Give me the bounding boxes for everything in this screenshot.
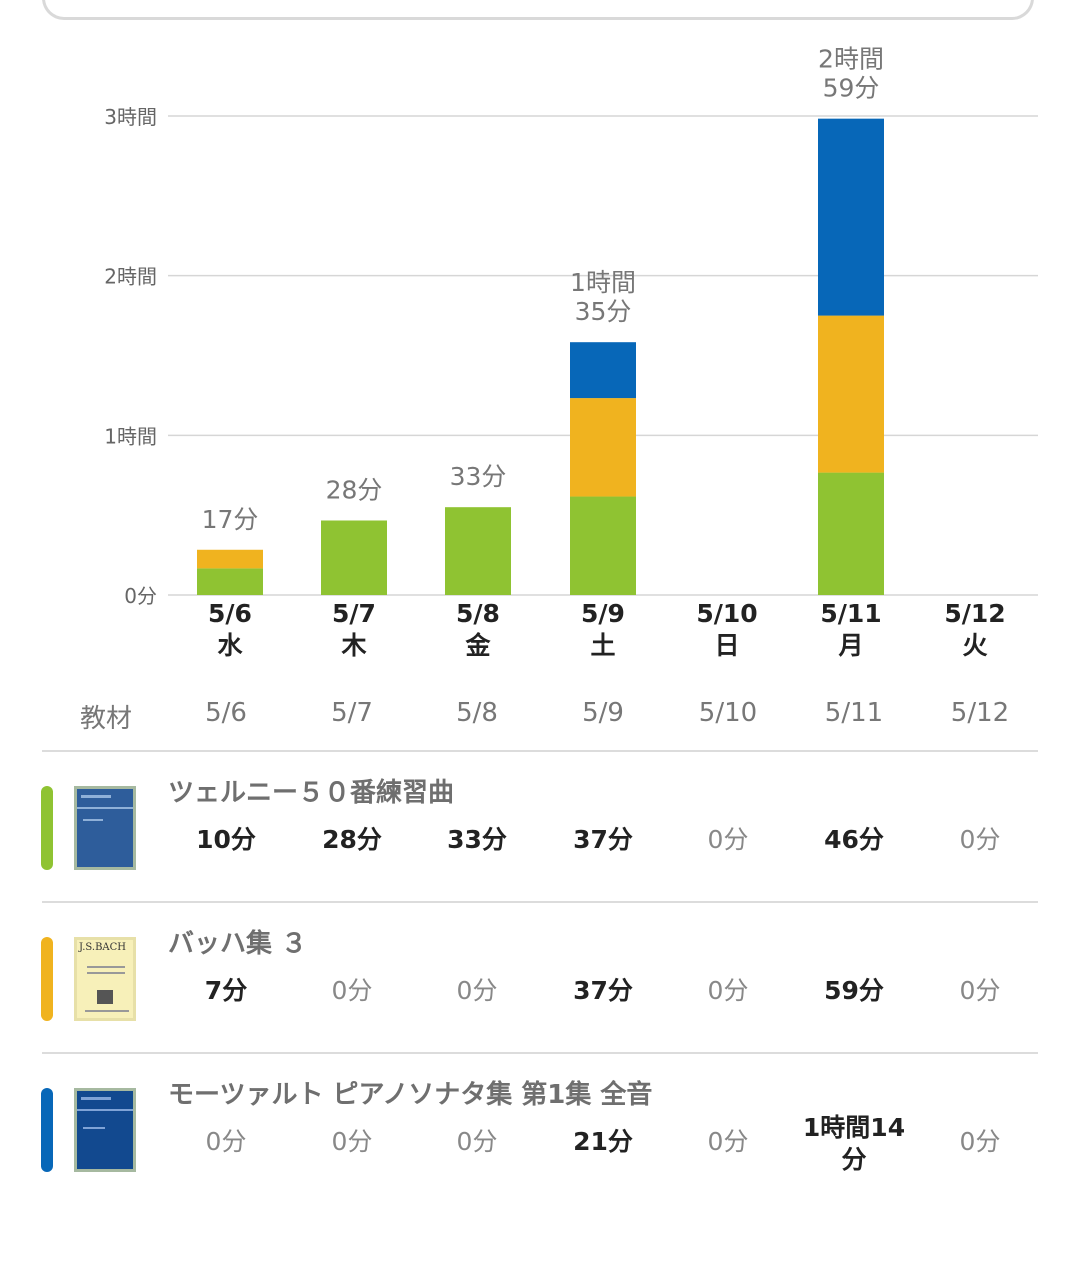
time-cell: 0分	[456, 976, 498, 1005]
bach-cover-text: J.S.BACH	[79, 942, 127, 953]
y-tick-label: 0分	[124, 584, 157, 608]
time-cell: 0分	[959, 1127, 1001, 1156]
time-cell: 1時間14 分	[802, 1113, 906, 1174]
time-cell: 0分	[205, 1127, 247, 1156]
table-header-date: 5/9	[582, 698, 624, 728]
x-tick-date: 5/9	[581, 599, 625, 628]
bar-total-label: 17分	[202, 505, 259, 534]
material-title: ツェルニー５０番練習曲	[168, 778, 455, 808]
czerny-cover-image	[74, 786, 136, 870]
bar-total-label: 1時間	[570, 268, 636, 297]
series-color-green	[41, 786, 53, 870]
y-tick-label: 1時間	[104, 424, 157, 448]
bar-segment	[570, 496, 636, 595]
bar-segment	[818, 472, 884, 595]
time-cell: 0分	[707, 825, 749, 854]
x-tick-date: 5/12	[944, 599, 1005, 628]
time-cell: 0分	[456, 1127, 498, 1156]
x-tick-date: 5/8	[456, 599, 500, 628]
divider	[42, 901, 1038, 903]
y-tick-label: 2時間	[104, 265, 157, 289]
time-cell: 7分	[204, 976, 248, 1005]
time-cell: 0分	[331, 976, 373, 1005]
time-cell: 28分	[322, 825, 382, 854]
bar-segment	[197, 549, 263, 569]
time-cell: 0分	[959, 976, 1001, 1005]
y-tick-label: 3時間	[104, 105, 157, 129]
time-cell: 0分	[959, 825, 1001, 854]
practice-time-chart: 0分1時間2時間3時間17分5/6水28分5/7木33分5/8金1時間35分5/…	[104, 45, 1038, 660]
bar-segment	[321, 520, 387, 595]
series-color-orange	[41, 937, 53, 1021]
x-tick-date: 5/7	[332, 599, 376, 628]
material-row-czerny[interactable]: ツェルニー５０番練習曲 10分 28分 33分 37分 0分 46分 0分	[0, 752, 1080, 902]
time-cell: 0分	[331, 1127, 373, 1156]
table-header-date: 5/12	[950, 698, 1010, 728]
bar-segment	[197, 568, 263, 595]
divider	[42, 1052, 1038, 1054]
x-tick-weekday: 火	[962, 631, 987, 660]
material-row-mozart[interactable]: モーツァルト ピアノソナタ集 第1集 全音 0分 0分 0分 21分 0分 1時…	[0, 1054, 1080, 1204]
x-tick-weekday: 金	[464, 631, 491, 660]
time-cell: 37分	[573, 825, 633, 854]
time-cell: 37分	[573, 976, 633, 1005]
table-header-date: 5/6	[205, 698, 247, 728]
material-title: バッハ集 ３	[168, 929, 308, 959]
series-color-blue	[41, 1088, 53, 1172]
bar-total-label: 35分	[575, 297, 632, 326]
x-tick-date: 5/10	[696, 599, 757, 628]
bach-cover-image: J.S.BACH	[74, 937, 136, 1021]
time-cell: 0分	[707, 1127, 749, 1156]
x-tick-weekday: 日	[714, 631, 739, 660]
time-cell: 59分	[824, 976, 884, 1005]
table-header-date: 5/10	[698, 698, 758, 728]
time-cell: 33分	[447, 825, 507, 854]
table-header-date: 5/8	[456, 698, 498, 728]
table-header-date: 5/7	[331, 698, 373, 728]
time-cell: 46分	[824, 825, 884, 854]
time-cell: 0分	[707, 976, 749, 1005]
bar-total-label: 33分	[450, 462, 507, 491]
material-title: モーツァルト ピアノソナタ集 第1集 全音	[168, 1080, 653, 1110]
time-cell: 10分	[196, 825, 256, 854]
bar-segment	[570, 342, 636, 399]
bar-segment	[818, 118, 884, 316]
divider	[42, 750, 1038, 752]
x-tick-weekday: 水	[217, 631, 243, 660]
bar-segment	[445, 507, 511, 595]
time-cell: 21分	[573, 1127, 633, 1156]
mozart-cover-image	[74, 1088, 136, 1172]
bar-total-label: 28分	[326, 475, 383, 504]
x-tick-weekday: 木	[340, 631, 366, 660]
bar-segment	[818, 315, 884, 473]
table-header-date: 5/11	[824, 698, 884, 728]
material-row-bach[interactable]: J.S.BACH バッハ集 ３ 7分 0分 0分 37分 0分 59分 0分	[0, 903, 1080, 1053]
table-header-label: 教材	[80, 704, 133, 734]
x-tick-date: 5/6	[208, 599, 252, 628]
x-tick-weekday: 土	[590, 631, 615, 660]
bar-segment	[570, 398, 636, 497]
table-header: 教材 5/6 5/7 5/8 5/9 5/10 5/11 5/12	[42, 690, 1038, 750]
x-tick-date: 5/11	[820, 599, 881, 628]
bar-total-label: 2時間	[818, 45, 884, 74]
x-tick-weekday: 月	[837, 631, 863, 660]
bar-total-label: 59分	[823, 74, 880, 103]
